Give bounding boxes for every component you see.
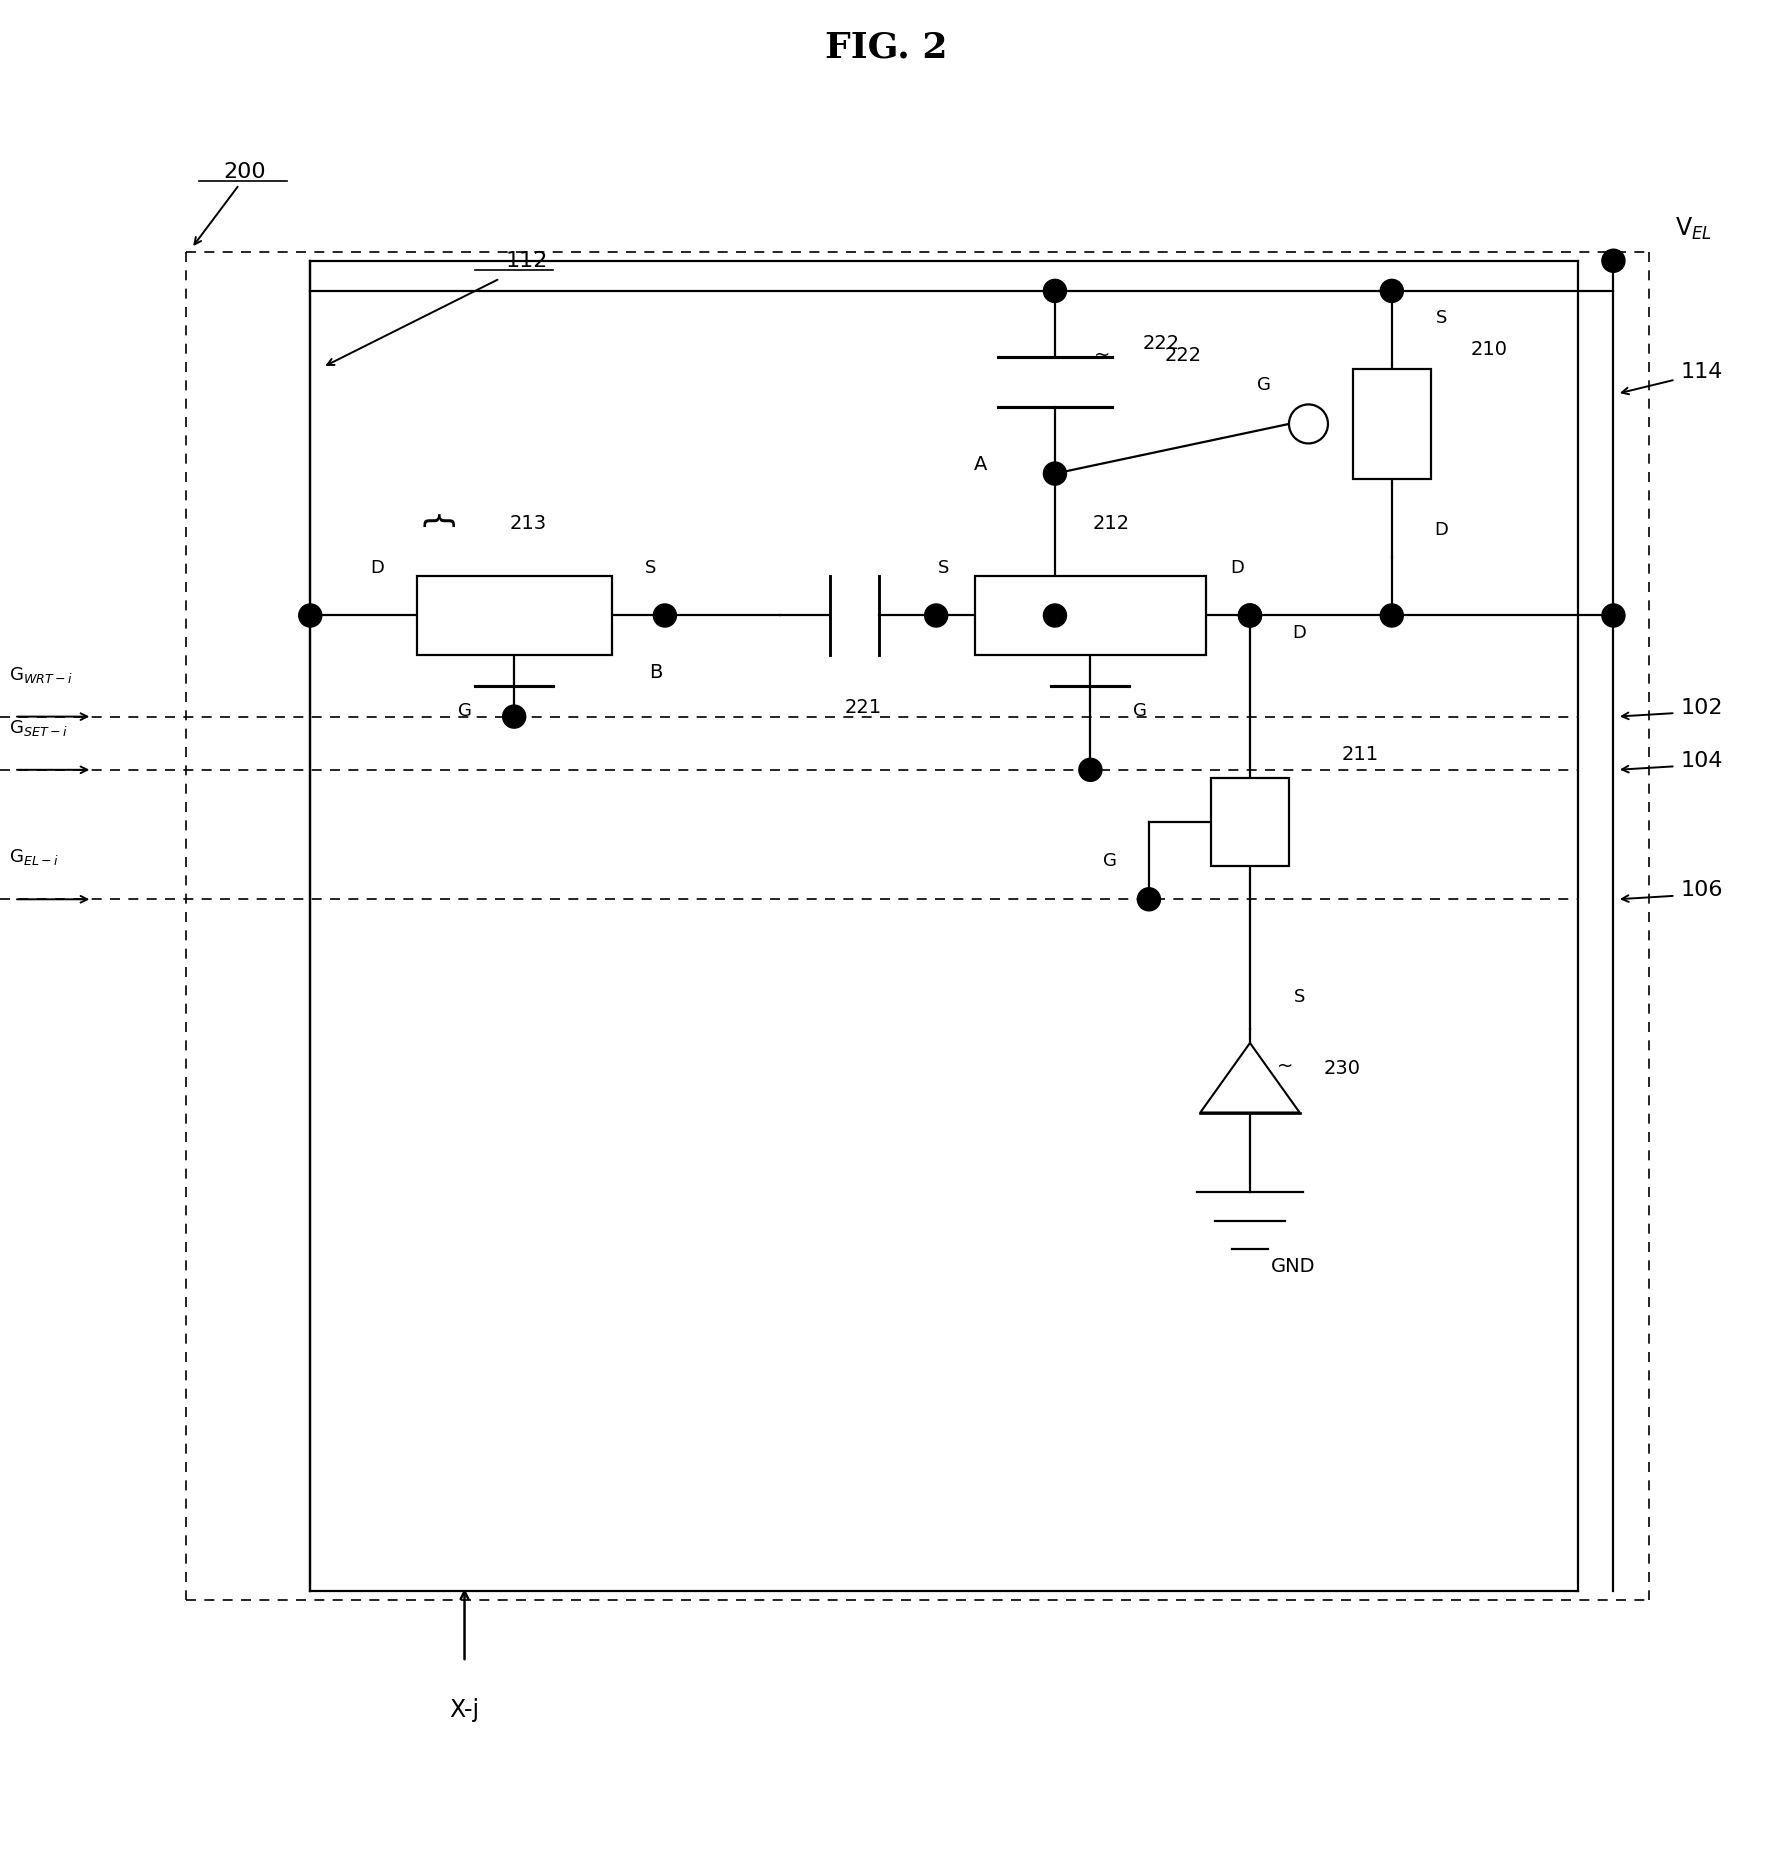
Text: D: D <box>1434 521 1449 539</box>
Circle shape <box>1239 605 1262 627</box>
Text: G$_{EL-i}$: G$_{EL-i}$ <box>9 847 59 868</box>
Text: 221: 221 <box>846 698 881 717</box>
Text: D: D <box>371 558 385 577</box>
Text: 200: 200 <box>223 162 266 183</box>
Text: {: { <box>418 513 450 534</box>
Text: G$_{SET-i}$: G$_{SET-i}$ <box>9 718 67 737</box>
Text: ~: ~ <box>1094 345 1110 366</box>
Circle shape <box>300 605 323 627</box>
Circle shape <box>926 605 949 627</box>
Text: 212: 212 <box>1094 513 1129 534</box>
Text: 102: 102 <box>1681 698 1723 718</box>
Text: {: { <box>977 588 1009 608</box>
Text: 222: 222 <box>1165 345 1202 366</box>
Text: G: G <box>1103 853 1117 870</box>
Circle shape <box>504 705 527 728</box>
Circle shape <box>1239 605 1262 627</box>
Text: ~: ~ <box>1277 1056 1293 1075</box>
Polygon shape <box>1200 1043 1300 1112</box>
Text: S: S <box>938 558 949 577</box>
Circle shape <box>654 605 677 627</box>
Text: 213: 213 <box>511 513 546 534</box>
Bar <box>417 577 612 655</box>
Circle shape <box>1044 280 1067 302</box>
Text: 114: 114 <box>1681 362 1723 383</box>
Text: GND: GND <box>1271 1258 1316 1276</box>
Circle shape <box>1044 605 1067 627</box>
Text: 104: 104 <box>1681 750 1723 771</box>
Text: 106: 106 <box>1681 881 1723 901</box>
Circle shape <box>1080 758 1103 782</box>
Text: S: S <box>1436 308 1447 327</box>
Circle shape <box>1289 405 1328 444</box>
Text: FIG. 2: FIG. 2 <box>824 32 949 65</box>
Text: 211: 211 <box>1342 745 1378 765</box>
Circle shape <box>1603 605 1626 627</box>
Text: V$_{EL}$: V$_{EL}$ <box>1675 216 1713 243</box>
Text: 230: 230 <box>1324 1060 1360 1079</box>
Text: 222: 222 <box>1144 334 1179 353</box>
Text: G$_{WRT-i}$: G$_{WRT-i}$ <box>9 664 73 685</box>
Bar <box>1353 369 1431 480</box>
Circle shape <box>1044 463 1067 485</box>
Text: X-j: X-j <box>450 1698 479 1722</box>
Text: S: S <box>1294 987 1305 1006</box>
Circle shape <box>1138 888 1161 911</box>
Bar <box>1211 778 1289 866</box>
Circle shape <box>1603 250 1626 272</box>
Text: A: A <box>973 455 988 474</box>
Text: D: D <box>1230 558 1245 577</box>
Text: 112: 112 <box>505 250 548 271</box>
Text: G: G <box>1257 375 1271 394</box>
Text: G: G <box>457 702 472 720</box>
Circle shape <box>1381 605 1404 627</box>
Bar <box>975 577 1206 655</box>
Text: D: D <box>1293 625 1307 642</box>
Text: S: S <box>645 558 656 577</box>
Text: G: G <box>1133 702 1147 720</box>
Text: B: B <box>649 662 663 681</box>
Text: 210: 210 <box>1472 340 1507 358</box>
Circle shape <box>1381 280 1404 302</box>
